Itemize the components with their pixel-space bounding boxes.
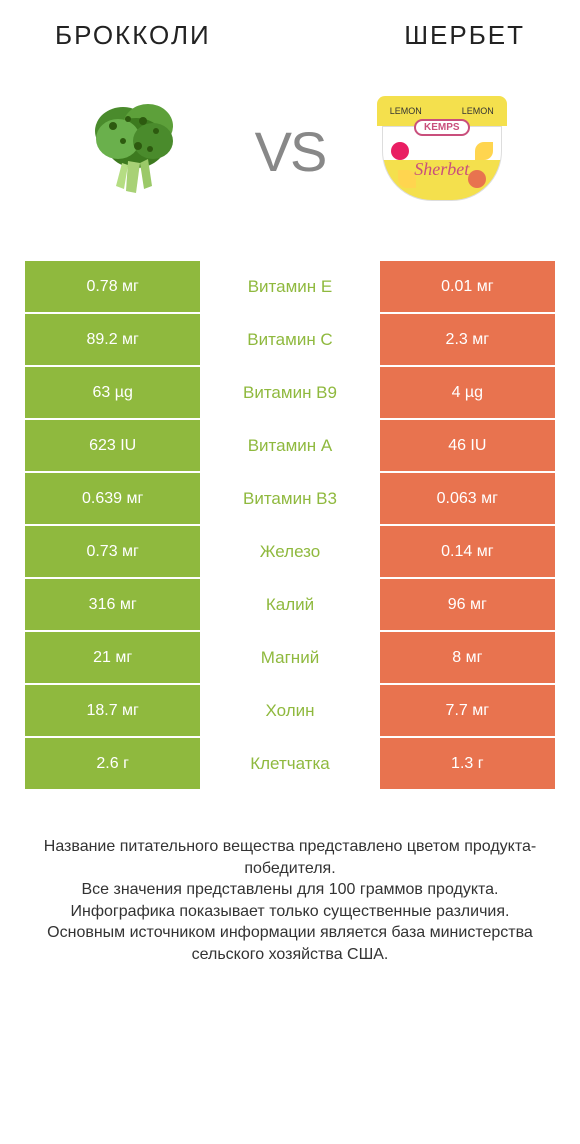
table-row: 0.639 мгВитамин B30.063 мг [25,473,555,526]
right-value-cell: 46 IU [378,420,555,473]
nutrient-label-cell: Витамин A [202,420,377,473]
table-row: 316 мгКалий96 мг [25,579,555,632]
sherbet-image: LEMON LEMON KEMPS Sherbet [372,81,512,221]
footer-notes: Название питательного вещества представл… [25,791,555,966]
nutrient-label-cell: Холин [202,685,377,738]
sherbet-lid-text: LEMON [390,106,422,116]
left-value-cell: 18.7 мг [25,685,202,738]
nutrient-label-cell: Витамин E [202,261,377,314]
right-value-cell: 0.01 мг [378,261,555,314]
left-product-title: БРОККОЛИ [55,20,211,51]
header: БРОККОЛИ ШЕРБЕТ [25,20,555,71]
left-value-cell: 2.6 г [25,738,202,791]
table-row: 0.73 мгЖелезо0.14 мг [25,526,555,579]
nutrient-label-cell: Магний [202,632,377,685]
table-row: 18.7 мгХолин7.7 мг [25,685,555,738]
sherbet-brand: KEMPS [414,119,470,136]
nutrient-label-cell: Витамин B3 [202,473,377,526]
table-row: 2.6 гКлетчатка1.3 г [25,738,555,791]
right-value-cell: 1.3 г [378,738,555,791]
left-value-cell: 316 мг [25,579,202,632]
left-value-cell: 89.2 мг [25,314,202,367]
left-value-cell: 21 мг [25,632,202,685]
nutrient-label-cell: Калий [202,579,377,632]
left-value-cell: 623 IU [25,420,202,473]
nutrient-label-cell: Витамин C [202,314,377,367]
table-row: 63 µgВитамин B94 µg [25,367,555,420]
left-value-cell: 0.73 мг [25,526,202,579]
nutrient-label-cell: Железо [202,526,377,579]
right-value-cell: 0.063 мг [378,473,555,526]
vs-label: VS [255,119,326,184]
sherbet-lid-text-2: LEMON [462,106,494,116]
table-row: 89.2 мгВитамин C2.3 мг [25,314,555,367]
nutrition-table: 0.78 мгВитамин E0.01 мг89.2 мгВитамин C2… [25,261,555,791]
right-value-cell: 2.3 мг [378,314,555,367]
right-value-cell: 7.7 мг [378,685,555,738]
table-row: 623 IUВитамин A46 IU [25,420,555,473]
right-value-cell: 4 µg [378,367,555,420]
right-value-cell: 0.14 мг [378,526,555,579]
nutrient-label-cell: Витамин B9 [202,367,377,420]
right-product-title: ШЕРБЕТ [404,20,525,51]
table-row: 0.78 мгВитамин E0.01 мг [25,261,555,314]
comparison-images-row: VS LEMON LEMON KEMPS Sherbet [25,71,555,261]
left-value-cell: 0.78 мг [25,261,202,314]
right-value-cell: 8 мг [378,632,555,685]
table-row: 21 мгМагний8 мг [25,632,555,685]
left-value-cell: 63 µg [25,367,202,420]
nutrient-label-cell: Клетчатка [202,738,377,791]
right-value-cell: 96 мг [378,579,555,632]
broccoli-image [68,81,208,221]
sherbet-label: Sherbet [414,159,469,180]
left-value-cell: 0.639 мг [25,473,202,526]
